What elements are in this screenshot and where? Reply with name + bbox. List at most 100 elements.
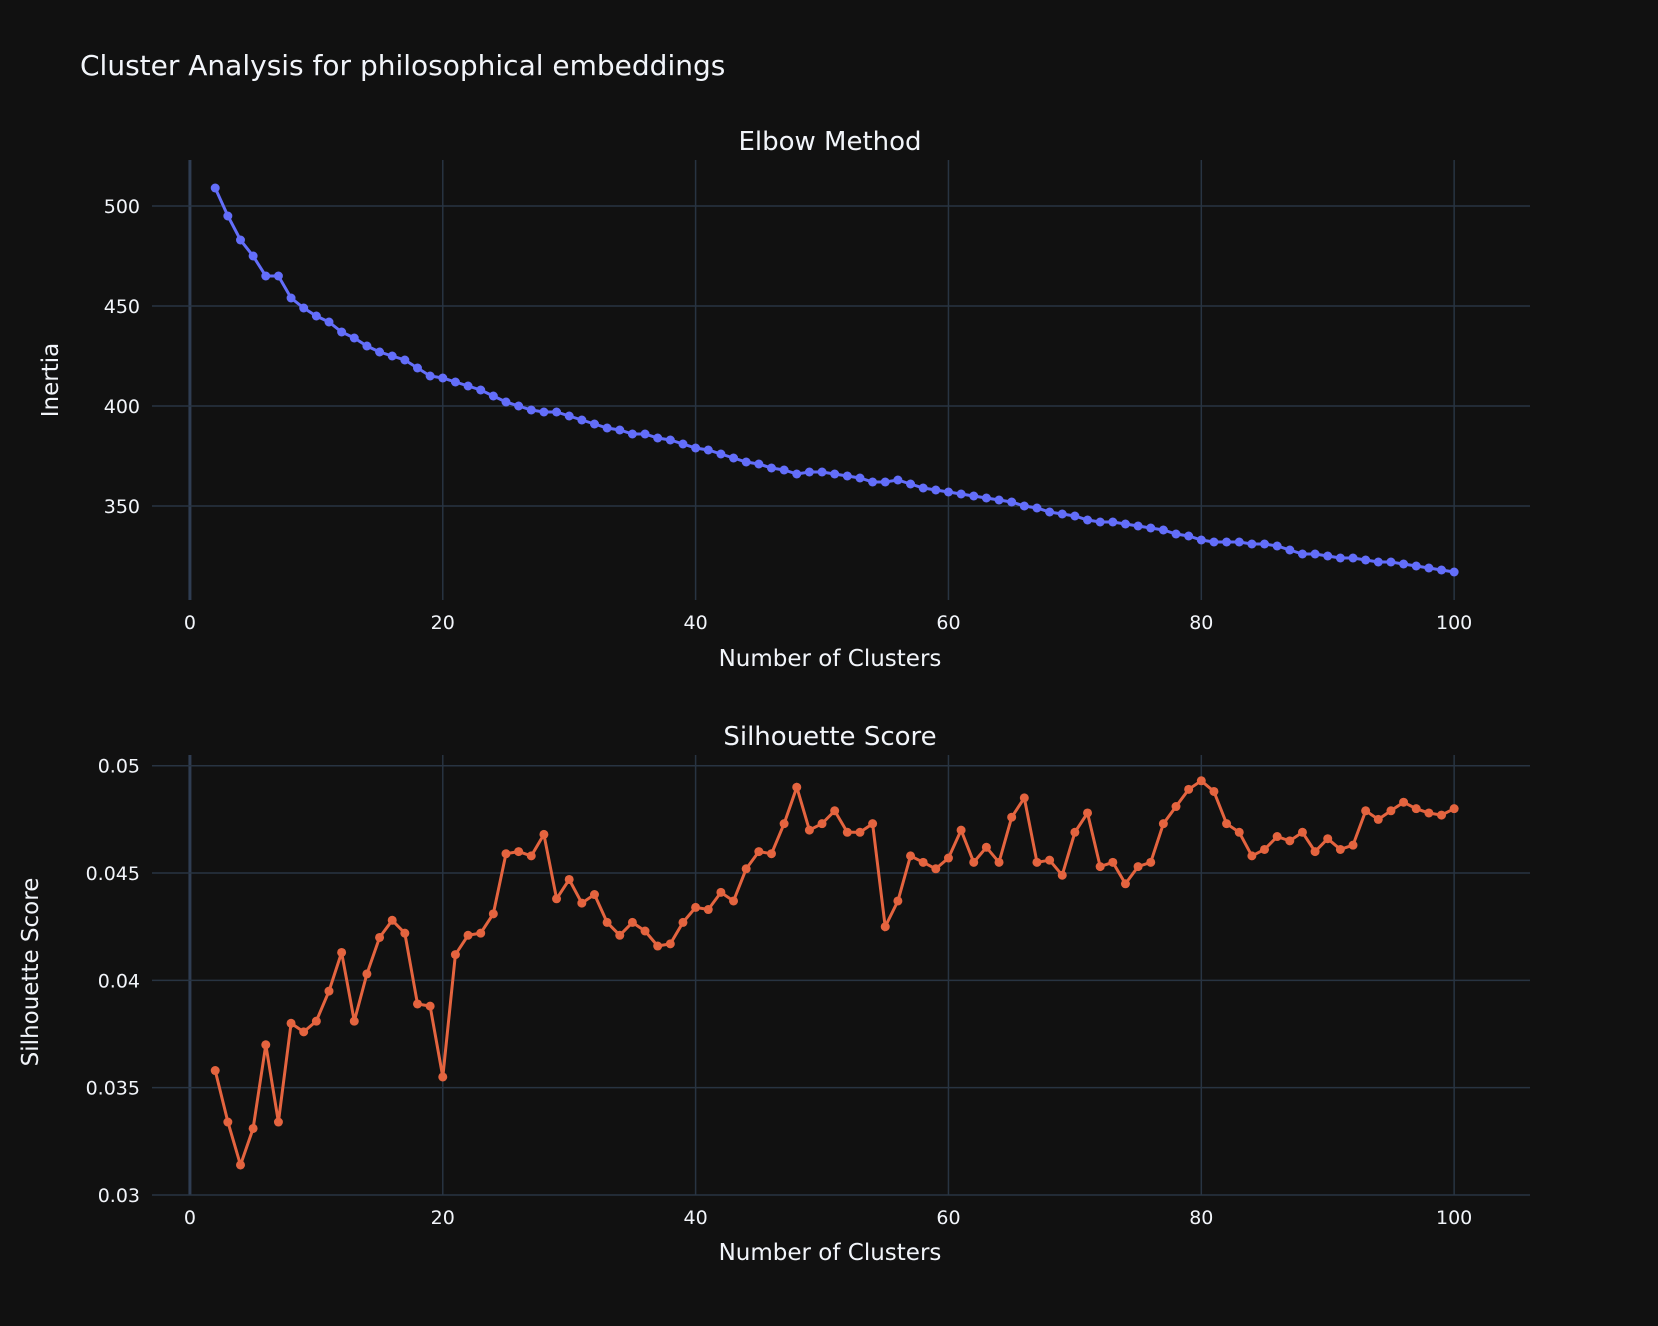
silhouette-y-tick-label: 0.035 [86, 1078, 140, 1100]
silhouette-y-tick-label: 0.045 [86, 863, 140, 885]
silhouette-data-point [754, 847, 764, 857]
silhouette-data-point [640, 926, 650, 936]
silhouette-x-tick-label: 40 [684, 1207, 708, 1229]
silhouette-y-axis-label: Silhouette Score [18, 878, 44, 1067]
silhouette-data-point [552, 894, 562, 904]
elbow-data-point [526, 405, 536, 415]
elbow-data-point [906, 479, 916, 489]
elbow-data-point [1083, 515, 1093, 525]
silhouette-data-point [615, 930, 625, 940]
elbow-data-point [1019, 501, 1029, 511]
elbow-y-tick-label: 400 [104, 396, 140, 418]
silhouette-data-point [463, 930, 473, 940]
silhouette-x-tick-label: 20 [431, 1207, 455, 1229]
silhouette-data-point [375, 932, 385, 942]
elbow-data-point [729, 453, 739, 463]
silhouette-data-point [450, 950, 460, 960]
silhouette-data-point [349, 1016, 359, 1026]
silhouette-data-point [526, 851, 536, 861]
silhouette-data-point [792, 782, 802, 792]
elbow-x-tick-label: 20 [431, 612, 455, 634]
elbow-data-point [1411, 561, 1421, 571]
silhouette-data-point [273, 1117, 283, 1127]
elbow-data-point [817, 467, 827, 477]
silhouette-data-point [1196, 776, 1206, 786]
elbow-data-point [602, 423, 612, 433]
silhouette-data-point [311, 1016, 321, 1026]
silhouette-data-point [1361, 806, 1371, 816]
elbow-data-point [880, 477, 890, 487]
silhouette-y-ticks: 0.03 0.035 0.04 0.045 0.05 [86, 756, 140, 1207]
silhouette-chart-title: Silhouette Score [723, 722, 936, 752]
elbow-x-tick-label: 0 [184, 612, 196, 634]
silhouette-data-point [1222, 819, 1232, 829]
silhouette-data-point [1032, 857, 1042, 867]
silhouette-data-point [842, 827, 852, 837]
silhouette-data-point [1247, 851, 1257, 861]
silhouette-data-point [1171, 802, 1181, 812]
silhouette-data-point [539, 829, 549, 839]
silhouette-data-point [1348, 840, 1358, 850]
elbow-data-point [1222, 537, 1232, 547]
elbow-data-point [564, 411, 574, 421]
silhouette-data-point [741, 864, 751, 874]
elbow-data-point [501, 397, 511, 407]
silhouette-data-point [817, 819, 827, 829]
elbow-data-point [514, 401, 524, 411]
elbow-data-point [273, 271, 283, 281]
silhouette-data-point [918, 857, 928, 867]
silhouette-points [210, 776, 1459, 1170]
elbow-data-point [678, 439, 688, 449]
elbow-data-point [1032, 503, 1042, 513]
elbow-data-point [1323, 551, 1333, 561]
elbow-grid [152, 160, 1530, 600]
elbow-data-point [918, 483, 928, 493]
silhouette-data-point [969, 857, 979, 867]
silhouette-data-point [1411, 804, 1421, 814]
elbow-data-point [969, 491, 979, 501]
elbow-data-point [1399, 559, 1409, 569]
silhouette-data-point [804, 825, 814, 835]
elbow-data-point [476, 385, 486, 395]
elbow-data-point [1310, 549, 1320, 559]
silhouette-data-point [1019, 793, 1029, 803]
silhouette-data-point [653, 941, 663, 951]
silhouette-data-point [412, 999, 422, 1009]
elbow-data-point [627, 429, 637, 439]
elbow-data-point [1146, 523, 1156, 533]
elbow-data-point [1449, 567, 1459, 577]
silhouette-data-point [1323, 834, 1333, 844]
silhouette-data-point [1095, 862, 1105, 872]
figure-title: Cluster Analysis for philosophical embed… [80, 49, 725, 82]
silhouette-data-point [981, 842, 991, 852]
elbow-data-point [956, 489, 966, 499]
silhouette-y-tick-label: 0.03 [98, 1185, 140, 1207]
elbow-data-point [1158, 525, 1168, 535]
elbow-data-point [488, 391, 498, 401]
elbow-data-point [387, 351, 397, 361]
elbow-data-point [539, 407, 549, 417]
silhouette-chart: Silhouette Score 0.030.0350.040.0450.05 … [18, 722, 1530, 1266]
elbow-data-point [1247, 539, 1257, 549]
elbow-data-point [1070, 511, 1080, 521]
elbow-data-point [412, 363, 422, 373]
elbow-data-point [1171, 529, 1181, 539]
elbow-data-point [868, 477, 878, 487]
elbow-data-point [223, 211, 233, 221]
silhouette-data-point [425, 1001, 435, 1011]
silhouette-data-point [1272, 832, 1282, 842]
elbow-data-point [1260, 539, 1270, 549]
silhouette-data-point [1373, 814, 1383, 824]
silhouette-data-point [1260, 844, 1270, 854]
silhouette-data-point [514, 847, 524, 857]
elbow-data-point [1184, 531, 1194, 541]
silhouette-data-point [1386, 806, 1396, 816]
silhouette-data-point [1120, 879, 1130, 889]
silhouette-data-point [1209, 786, 1219, 796]
silhouette-data-point [1057, 870, 1067, 880]
silhouette-data-point [362, 969, 372, 979]
silhouette-data-point [665, 939, 675, 949]
elbow-data-point [1437, 565, 1447, 575]
